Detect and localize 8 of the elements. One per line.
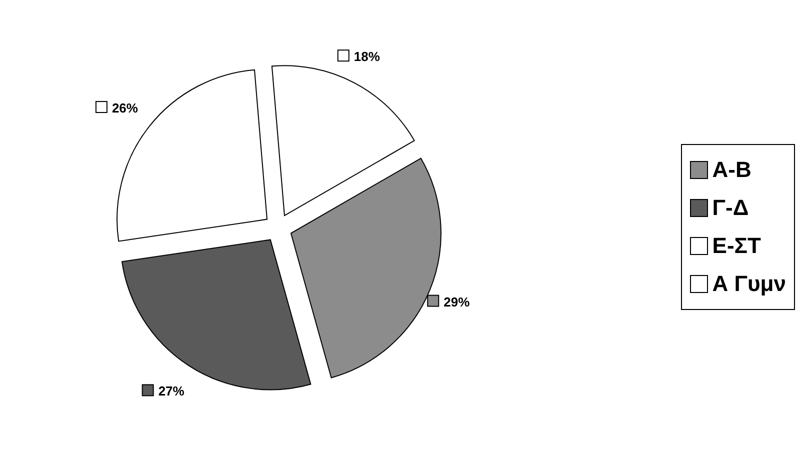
- legend-label: Ε-ΣΤ: [712, 232, 761, 258]
- data-label: 27%: [158, 384, 185, 399]
- data-label: 18%: [354, 49, 380, 64]
- data-label: 26%: [112, 100, 138, 116]
- data-label: 29%: [444, 294, 470, 310]
- legend-label: Α Γυμν: [712, 270, 786, 296]
- legend-label: Γ-Δ: [712, 194, 749, 220]
- legend-label: Α-Β: [712, 156, 752, 182]
